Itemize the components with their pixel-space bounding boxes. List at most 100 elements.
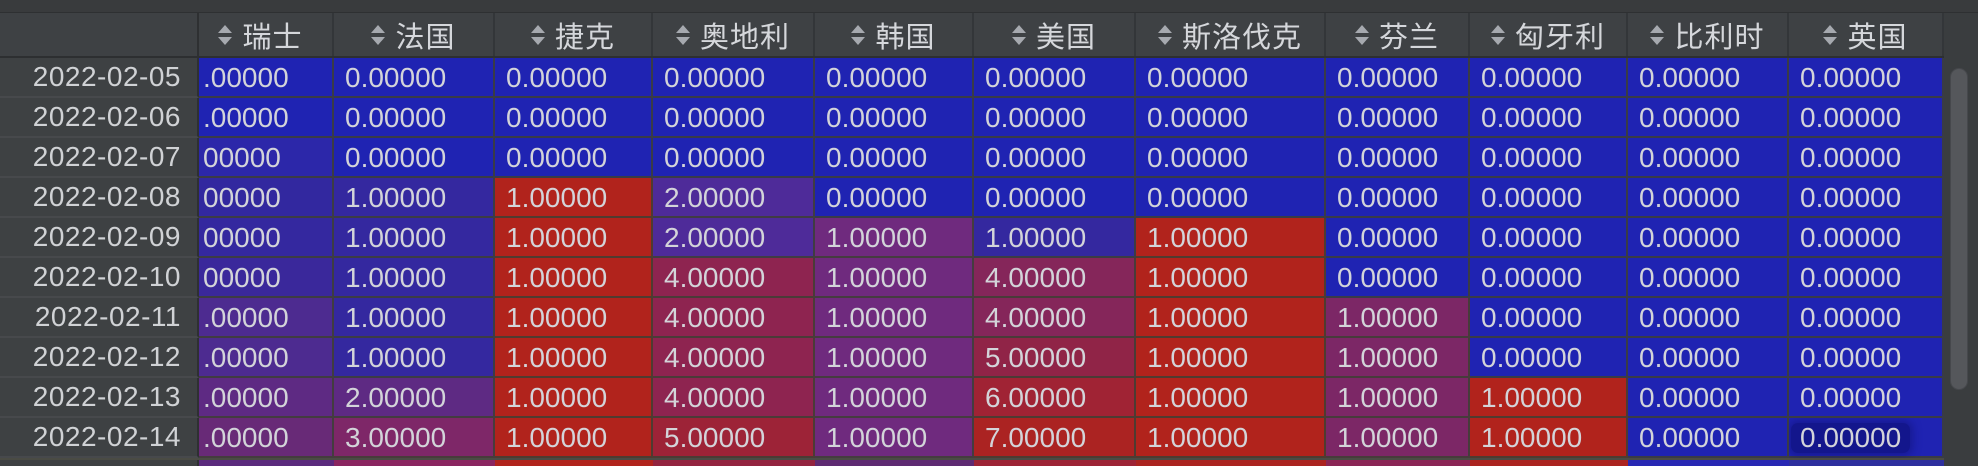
table-cell-slovakia-2022-02-07[interactable]: 0.00000	[1136, 138, 1326, 178]
column-header-korea[interactable]: 韩国	[815, 13, 974, 56]
sort-icon[interactable]	[1157, 24, 1172, 45]
sort-icon[interactable]	[1011, 24, 1026, 45]
table-cell-finland-2022-02-05[interactable]: 0.00000	[1326, 58, 1470, 98]
table-cell-france-2022-02-14[interactable]: 3.00000	[334, 418, 495, 458]
table-cell-switzerland-2022-02-05[interactable]: .00000	[199, 58, 334, 98]
sort-icon[interactable]	[1354, 24, 1369, 45]
table-cell-france-2022-02-05[interactable]: 0.00000	[334, 58, 495, 98]
table-cell-switzerland-2022-02-10[interactable]: 00000	[199, 258, 334, 298]
table-cell-switzerland-2022-02-14[interactable]: .00000	[199, 418, 334, 458]
table-cell-korea-2022-02-05[interactable]: 0.00000	[815, 58, 974, 98]
table-cell-belgium-2022-02-05[interactable]: 0.00000	[1628, 58, 1789, 98]
table-cell-slovakia-2022-02-14[interactable]: 1.00000	[1136, 418, 1326, 458]
table-cell-austria-2022-02-12[interactable]: 4.00000	[653, 338, 815, 378]
table-cell-switzerland-2022-02-12[interactable]: .00000	[199, 338, 334, 378]
table-cell-finland-2022-02-14[interactable]: 1.00000	[1326, 418, 1470, 458]
table-cell-uk-2022-02-10[interactable]: 0.00000	[1789, 258, 1944, 298]
vertical-scrollbar-thumb[interactable]	[1950, 68, 1968, 390]
table-cell-switzerland-2022-02-11[interactable]: .00000	[199, 298, 334, 338]
table-cell-hungary-2022-02-09[interactable]: 0.00000	[1470, 218, 1628, 258]
row-header[interactable]: 2022-02-07	[0, 138, 199, 178]
table-cell-usa-2022-02-05[interactable]: 0.00000	[974, 58, 1136, 98]
row-header[interactable]: 2022-02-09	[0, 218, 199, 258]
table-cell-usa-2022-02-13[interactable]: 6.00000	[974, 378, 1136, 418]
sort-icon[interactable]	[675, 24, 690, 45]
table-cell-austria-2022-02-06[interactable]: 0.00000	[653, 98, 815, 138]
table-cell-austria-2022-02-13[interactable]: 4.00000	[653, 378, 815, 418]
sort-icon[interactable]	[1490, 24, 1505, 45]
table-cell-uk-2022-02-08[interactable]: 0.00000	[1789, 178, 1944, 218]
table-cell-czech-2022-02-10[interactable]: 1.00000	[495, 258, 653, 298]
table-cell-hungary-2022-02-07[interactable]: 0.00000	[1470, 138, 1628, 178]
table-cell-czech-2022-02-09[interactable]: 1.00000	[495, 218, 653, 258]
table-cell-belgium-2022-02-08[interactable]: 0.00000	[1628, 178, 1789, 218]
row-header[interactable]: 2022-02-08	[0, 178, 199, 218]
table-cell-usa-2022-02-12[interactable]: 5.00000	[974, 338, 1136, 378]
table-cell-uk-2022-02-13[interactable]: 0.00000	[1789, 378, 1944, 418]
table-cell-uk-2022-02-12[interactable]: 0.00000	[1789, 338, 1944, 378]
row-header[interactable]: 2022-02-13	[0, 378, 199, 418]
table-cell-usa-2022-02-06[interactable]: 0.00000	[974, 98, 1136, 138]
table-cell-finland-2022-02-13[interactable]: 1.00000	[1326, 378, 1470, 418]
sort-icon[interactable]	[851, 24, 866, 45]
table-cell-korea-2022-02-12[interactable]: 1.00000	[815, 338, 974, 378]
table-cell-czech-2022-02-14[interactable]: 1.00000	[495, 418, 653, 458]
table-cell-austria-2022-02-09[interactable]: 2.00000	[653, 218, 815, 258]
table-cell-finland-2022-02-10[interactable]: 0.00000	[1326, 258, 1470, 298]
sort-icon[interactable]	[1823, 24, 1838, 45]
column-header-switzerland[interactable]: 瑞士	[199, 13, 334, 56]
table-cell-belgium-2022-02-09[interactable]: 0.00000	[1628, 218, 1789, 258]
column-header-czech[interactable]: 捷克	[495, 13, 653, 56]
table-cell-switzerland-2022-02-09[interactable]: 00000	[199, 218, 334, 258]
row-header[interactable]: 2022-02-12	[0, 338, 199, 378]
table-cell-france-2022-02-09[interactable]: 1.00000	[334, 218, 495, 258]
table-cell-czech-2022-02-07[interactable]: 0.00000	[495, 138, 653, 178]
table-cell-uk-2022-02-06[interactable]: 0.00000	[1789, 98, 1944, 138]
table-cell-uk-2022-02-14[interactable]: 0.00000	[1789, 418, 1944, 458]
column-header-finland[interactable]: 芬兰	[1326, 13, 1470, 56]
column-header-hungary[interactable]: 匈牙利	[1470, 13, 1628, 56]
table-cell-slovakia-2022-02-08[interactable]: 0.00000	[1136, 178, 1326, 218]
table-cell-france-2022-02-07[interactable]: 0.00000	[334, 138, 495, 178]
table-cell-austria-2022-02-08[interactable]: 2.00000	[653, 178, 815, 218]
table-cell-uk-2022-02-09[interactable]: 0.00000	[1789, 218, 1944, 258]
table-cell-finland-2022-02-08[interactable]: 0.00000	[1326, 178, 1470, 218]
table-cell-france-2022-02-11[interactable]: 1.00000	[334, 298, 495, 338]
table-cell-uk-2022-02-11[interactable]: 0.00000	[1789, 298, 1944, 338]
table-cell-hungary-2022-02-13[interactable]: 1.00000	[1470, 378, 1628, 418]
table-cell-hungary-2022-02-14[interactable]: 1.00000	[1470, 418, 1628, 458]
table-cell-usa-2022-02-07[interactable]: 0.00000	[974, 138, 1136, 178]
table-cell-finland-2022-02-12[interactable]: 1.00000	[1326, 338, 1470, 378]
table-cell-slovakia-2022-02-09[interactable]: 1.00000	[1136, 218, 1326, 258]
table-cell-france-2022-02-06[interactable]: 0.00000	[334, 98, 495, 138]
table-cell-korea-2022-02-06[interactable]: 0.00000	[815, 98, 974, 138]
table-cell-usa-2022-02-09[interactable]: 1.00000	[974, 218, 1136, 258]
table-cell-finland-2022-02-06[interactable]: 0.00000	[1326, 98, 1470, 138]
table-cell-belgium-2022-02-12[interactable]: 0.00000	[1628, 338, 1789, 378]
table-cell-czech-2022-02-11[interactable]: 1.00000	[495, 298, 653, 338]
table-cell-switzerland-2022-02-07[interactable]: 00000	[199, 138, 334, 178]
table-cell-hungary-2022-02-10[interactable]: 0.00000	[1470, 258, 1628, 298]
table-cell-france-2022-02-13[interactable]: 2.00000	[334, 378, 495, 418]
table-cell-korea-2022-02-13[interactable]: 1.00000	[815, 378, 974, 418]
table-cell-slovakia-2022-02-11[interactable]: 1.00000	[1136, 298, 1326, 338]
table-cell-france-2022-02-08[interactable]: 1.00000	[334, 178, 495, 218]
table-cell-slovakia-2022-02-10[interactable]: 1.00000	[1136, 258, 1326, 298]
column-header-slovakia[interactable]: 斯洛伐克	[1136, 13, 1326, 56]
table-cell-france-2022-02-10[interactable]: 1.00000	[334, 258, 495, 298]
table-cell-slovakia-2022-02-06[interactable]: 0.00000	[1136, 98, 1326, 138]
table-cell-austria-2022-02-11[interactable]: 4.00000	[653, 298, 815, 338]
table-cell-uk-2022-02-07[interactable]: 0.00000	[1789, 138, 1944, 178]
sort-icon[interactable]	[371, 24, 386, 45]
row-header[interactable]: 2022-02-10	[0, 258, 199, 298]
sort-icon[interactable]	[530, 24, 545, 45]
table-cell-hungary-2022-02-05[interactable]: 0.00000	[1470, 58, 1628, 98]
table-cell-czech-2022-02-12[interactable]: 1.00000	[495, 338, 653, 378]
row-header[interactable]: 2022-02-05	[0, 58, 199, 98]
table-cell-belgium-2022-02-06[interactable]: 0.00000	[1628, 98, 1789, 138]
table-cell-slovakia-2022-02-05[interactable]: 0.00000	[1136, 58, 1326, 98]
table-cell-uk-2022-02-05[interactable]: 0.00000	[1789, 58, 1944, 98]
table-cell-usa-2022-02-11[interactable]: 4.00000	[974, 298, 1136, 338]
table-cell-austria-2022-02-14[interactable]: 5.00000	[653, 418, 815, 458]
table-cell-switzerland-2022-02-08[interactable]: 00000	[199, 178, 334, 218]
